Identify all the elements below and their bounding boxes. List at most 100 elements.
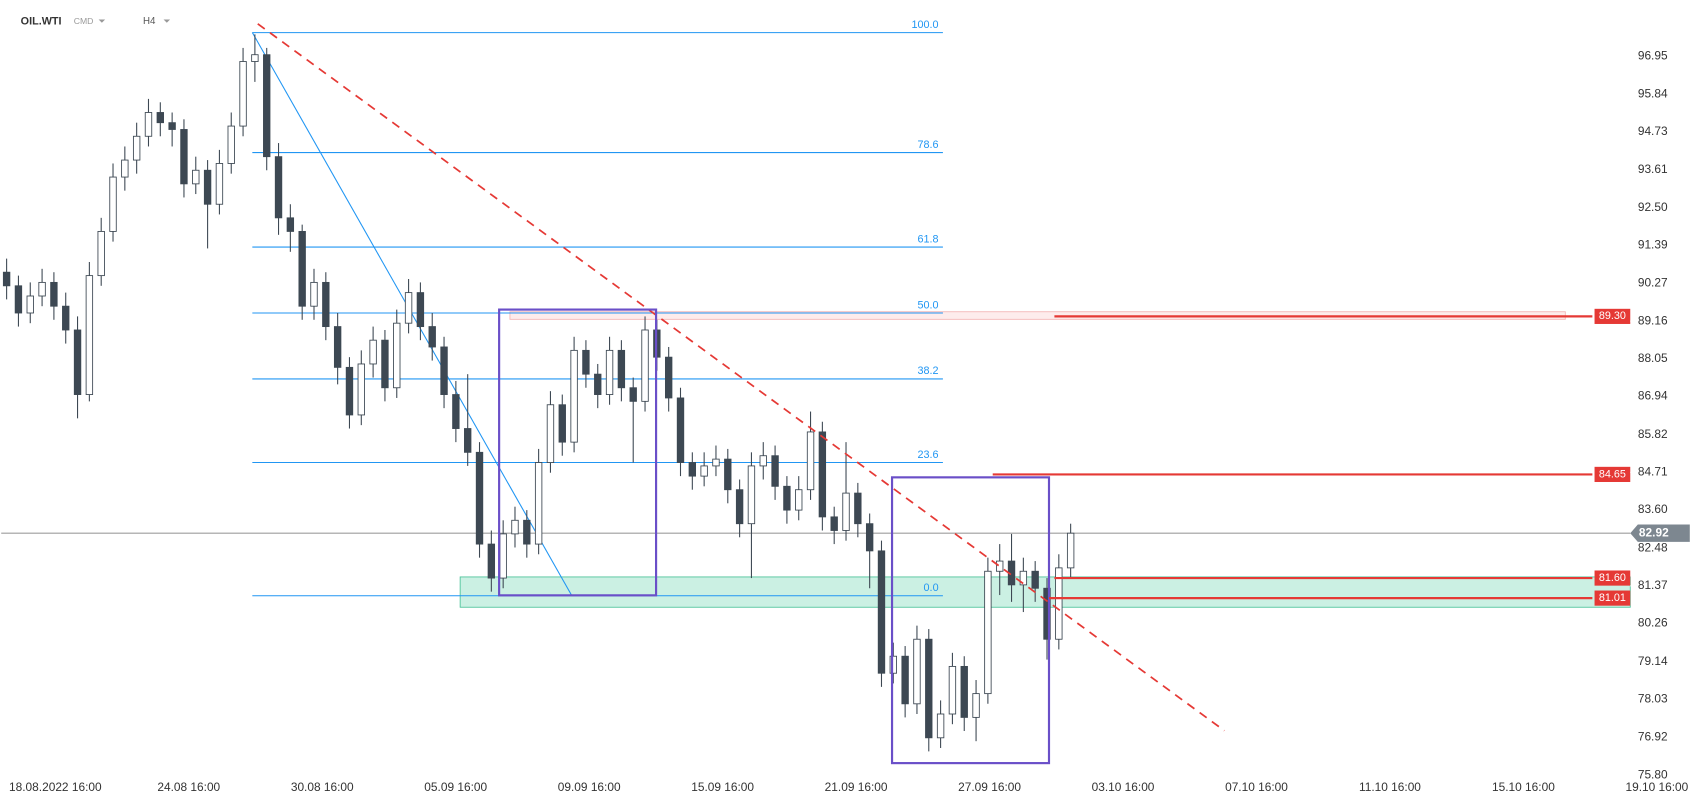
y-axis: 96.95 95.84 94.73 93.61 92.50 91.39 90.27 89.16… xyxy=(1630,49,1668,781)
x-tick-label: 24.08 16:00 xyxy=(157,780,220,794)
candle-body xyxy=(617,349,626,389)
x-tick-label: 18.08.2022 16:00 xyxy=(9,780,102,794)
dropdown-icon[interactable] xyxy=(98,19,106,23)
candle-body xyxy=(641,329,649,402)
y-tick-label: 95.84 xyxy=(1638,86,1668,100)
level-label: 81.01 xyxy=(1599,592,1626,604)
fib-label: 50.0 xyxy=(918,299,939,311)
fib-label: 38.2 xyxy=(918,365,939,377)
candle-body xyxy=(97,230,105,277)
candle-body xyxy=(664,356,673,399)
y-tick-label: 85.82 xyxy=(1638,427,1668,441)
candle-body xyxy=(830,516,838,531)
y-tick-label: 78.03 xyxy=(1638,692,1668,706)
candle-body xyxy=(1043,587,1051,640)
candle-body xyxy=(345,366,354,416)
candle-body xyxy=(913,638,921,705)
y-tick-label: 89.16 xyxy=(1638,313,1668,327)
candle-body xyxy=(62,305,70,331)
y-tick-label: 83.60 xyxy=(1638,502,1668,516)
candle-body xyxy=(747,465,756,525)
candle-body xyxy=(121,159,129,178)
candle-body xyxy=(203,169,212,205)
candle-body xyxy=(700,465,708,477)
candle-body xyxy=(865,523,874,552)
candle-body xyxy=(26,295,34,314)
level-label: 81.60 xyxy=(1599,572,1626,584)
y-tick-label: 94.73 xyxy=(1638,124,1668,138)
last-price-tag xyxy=(1630,524,1690,542)
candle-body xyxy=(688,462,697,477)
fib-label: 100.0 xyxy=(912,19,939,31)
candle-body xyxy=(369,339,377,365)
levels: 89.30 84.65 81.60 81.01 82.92 xyxy=(992,308,1690,606)
last-price-label: 82.92 xyxy=(1639,525,1669,539)
x-tick-label: 11.10 16:00 xyxy=(1359,780,1421,794)
candle-body xyxy=(534,462,543,545)
candle-body xyxy=(168,122,176,130)
candle-body xyxy=(14,285,23,314)
candle-body xyxy=(972,693,980,718)
candle-body xyxy=(582,349,590,375)
fib-label: 0.0 xyxy=(924,582,939,594)
candle-body xyxy=(85,275,94,395)
level-label: 84.65 xyxy=(1599,468,1626,480)
range-box xyxy=(890,476,1051,765)
y-tick-label: 79.14 xyxy=(1638,654,1668,668)
candle-body xyxy=(192,169,200,185)
range-box xyxy=(498,308,658,597)
symbol[interactable]: OIL.WTI xyxy=(21,16,62,28)
y-tick-label: 82.48 xyxy=(1638,540,1668,554)
level-tag xyxy=(1594,466,1631,482)
candle-body xyxy=(806,431,815,491)
candle-body xyxy=(889,655,897,674)
fibonacci: 100.0 78.6 61.8 50.0 38.2 23.6 0.0 xyxy=(252,19,943,597)
candle-body xyxy=(286,217,295,232)
y-tick-label: 80.26 xyxy=(1638,616,1668,630)
candle-body xyxy=(676,397,685,463)
candle-body xyxy=(594,373,602,395)
candle-body xyxy=(996,560,1004,572)
interval[interactable]: H4 xyxy=(143,16,156,27)
x-tick-label: 03.10 16:00 xyxy=(1092,780,1155,794)
level-tag xyxy=(1594,570,1631,586)
dropdown-icon[interactable] xyxy=(163,19,171,23)
candle-body xyxy=(558,404,566,443)
candle-body xyxy=(428,326,436,348)
candle-body xyxy=(712,458,720,467)
candle-body xyxy=(759,455,767,467)
x-axis: 18.08.2022 16:00 24.08 16:00 30.08 16:00 05… xyxy=(9,780,1689,794)
y-tick-label: 75.80 xyxy=(1638,767,1668,781)
level-tag xyxy=(1594,308,1631,324)
y-tick-label: 76.92 xyxy=(1638,729,1668,743)
candle-body xyxy=(925,638,933,739)
candle-body xyxy=(570,349,578,443)
market: CMD xyxy=(74,16,94,26)
candle-body xyxy=(511,519,519,535)
candle-body xyxy=(984,570,992,695)
candle-body xyxy=(381,339,389,389)
x-tick-label: 15.10 16:00 xyxy=(1492,780,1555,794)
x-tick-label: 15.09 16:00 xyxy=(691,780,754,794)
y-tick-label: 88.05 xyxy=(1638,351,1668,365)
trend-line xyxy=(257,23,1225,732)
candle-body xyxy=(251,54,259,62)
y-tick-label: 81.37 xyxy=(1638,578,1668,592)
candle-body xyxy=(1019,570,1028,586)
candle-body xyxy=(854,492,862,525)
y-tick-label: 90.27 xyxy=(1638,276,1668,290)
candle-body xyxy=(735,489,744,525)
candle-body xyxy=(73,329,82,395)
y-tick-label: 91.39 xyxy=(1638,238,1668,252)
x-tick-label: 05.09 16:00 xyxy=(424,780,487,794)
candle-body xyxy=(357,363,365,416)
candle-body xyxy=(1031,570,1039,589)
candle-body xyxy=(901,655,909,705)
candle-body xyxy=(215,163,224,205)
candle-body xyxy=(38,281,46,297)
candle-body xyxy=(1055,567,1063,640)
y-tick-label: 93.61 xyxy=(1638,162,1668,176)
x-tick-label: 21.09 16:00 xyxy=(825,780,888,794)
candle-body xyxy=(227,125,235,164)
